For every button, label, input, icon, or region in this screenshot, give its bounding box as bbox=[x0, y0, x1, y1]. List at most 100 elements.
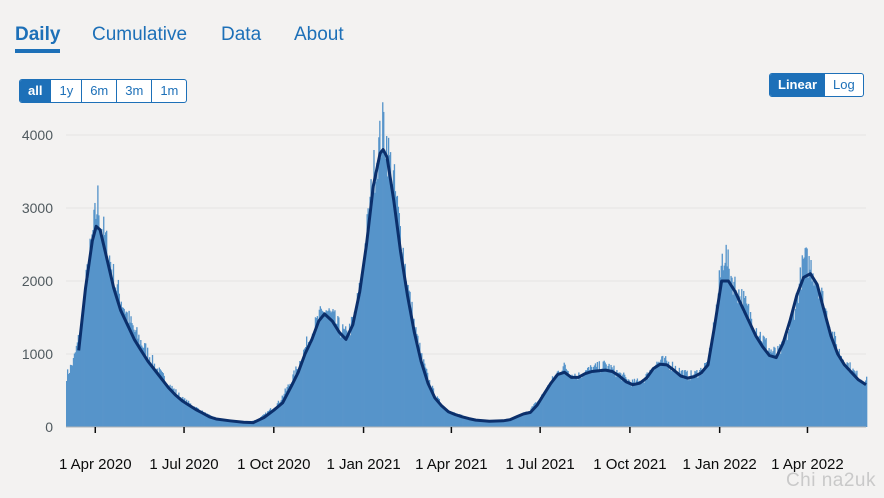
daily-bar bbox=[562, 366, 564, 427]
daily-bar bbox=[700, 367, 702, 427]
daily-bar bbox=[114, 287, 117, 427]
scale-log-button[interactable]: Log bbox=[833, 77, 855, 92]
range-1y-button[interactable]: 1y bbox=[51, 80, 83, 102]
daily-bar bbox=[402, 247, 404, 427]
daily-bar bbox=[85, 269, 87, 427]
daily-bar bbox=[358, 282, 361, 427]
daily-bar bbox=[768, 348, 770, 427]
daily-bar bbox=[386, 136, 388, 427]
daily-bar bbox=[747, 303, 750, 427]
daily-bar bbox=[515, 417, 518, 427]
daily-bar bbox=[399, 226, 401, 427]
daily-bar bbox=[521, 414, 523, 427]
daily-bar bbox=[628, 380, 631, 427]
daily-bar bbox=[551, 376, 554, 427]
x-tick-label: 1 Jan 2022 bbox=[683, 456, 757, 473]
scale-linear-button[interactable]: Linear bbox=[770, 74, 826, 96]
daily-bar bbox=[693, 374, 695, 427]
tab-cumulative[interactable]: Cumulative bbox=[92, 24, 188, 45]
daily-bar bbox=[293, 370, 295, 427]
daily-bar bbox=[855, 373, 857, 427]
daily-bar bbox=[339, 331, 341, 427]
range-all-button[interactable]: all bbox=[20, 80, 52, 102]
daily-bar bbox=[649, 369, 651, 427]
daily-bar bbox=[513, 416, 516, 427]
daily-bar bbox=[295, 366, 297, 427]
range-6m-button[interactable]: 6m bbox=[82, 80, 118, 102]
daily-bar bbox=[805, 247, 807, 427]
range-3m-button[interactable]: 3m bbox=[117, 80, 153, 102]
daily-bar bbox=[598, 361, 601, 427]
daily-bar bbox=[168, 388, 170, 427]
daily-bar bbox=[793, 319, 796, 427]
daily-bar bbox=[613, 365, 615, 427]
daily-bar bbox=[852, 368, 854, 427]
daily-bar bbox=[570, 378, 572, 427]
daily-bar bbox=[374, 192, 376, 427]
daily-bar bbox=[685, 372, 687, 427]
daily-bar bbox=[258, 419, 260, 427]
daily-bar bbox=[611, 367, 613, 427]
tab-about[interactable]: About bbox=[294, 24, 344, 45]
daily-bar bbox=[538, 400, 540, 427]
daily-bar bbox=[410, 311, 412, 427]
daily-bar bbox=[539, 399, 541, 427]
y-tick-label: 3000 bbox=[22, 200, 53, 216]
daily-bar bbox=[271, 409, 274, 427]
daily-bar bbox=[223, 419, 225, 427]
daily-bar bbox=[497, 419, 499, 427]
time-range-selector: all 1y 6m 3m 1m bbox=[19, 79, 188, 103]
range-1m-button[interactable]: 1m bbox=[160, 83, 179, 98]
daily-bar bbox=[673, 370, 676, 427]
daily-bar bbox=[641, 380, 643, 427]
daily-bar bbox=[537, 401, 539, 427]
daily-bar bbox=[549, 382, 552, 427]
tab-data[interactable]: Data bbox=[221, 24, 262, 45]
daily-bar bbox=[814, 280, 816, 427]
daily-bar bbox=[733, 281, 735, 427]
daily-bar bbox=[126, 312, 128, 427]
daily-bar bbox=[529, 411, 531, 427]
daily-bar bbox=[69, 364, 72, 427]
daily-bar bbox=[590, 366, 593, 427]
daily-bar bbox=[228, 419, 231, 427]
daily-bar bbox=[657, 362, 659, 427]
daily-bar bbox=[257, 419, 259, 427]
daily-bar bbox=[146, 356, 148, 427]
daily-bar bbox=[842, 359, 844, 427]
tab-daily[interactable]: Daily bbox=[15, 24, 61, 53]
daily-bar bbox=[67, 374, 70, 427]
daily-bar bbox=[107, 260, 110, 427]
daily-bar bbox=[226, 420, 228, 427]
daily-bar bbox=[587, 367, 590, 427]
daily-bar bbox=[663, 362, 665, 427]
daily-bar bbox=[645, 373, 647, 427]
daily-bar bbox=[701, 374, 703, 427]
daily-bar bbox=[288, 385, 290, 427]
daily-bar bbox=[264, 414, 266, 427]
daily-bar bbox=[503, 419, 505, 427]
daily-bar bbox=[712, 322, 715, 427]
daily-bar bbox=[835, 344, 838, 427]
daily-bar bbox=[326, 311, 328, 427]
daily-bar bbox=[142, 347, 144, 427]
daily-bar bbox=[152, 366, 155, 427]
daily-bar bbox=[106, 230, 108, 427]
daily-bar bbox=[150, 365, 153, 427]
daily-bar bbox=[738, 289, 740, 427]
daily-bar bbox=[217, 418, 219, 427]
x-tick-label: 1 Apr 2020 bbox=[59, 456, 132, 473]
daily-bar bbox=[332, 309, 334, 427]
daily-bar bbox=[261, 416, 263, 427]
daily-bar bbox=[571, 374, 573, 427]
daily-bar bbox=[343, 328, 345, 427]
daily-bar bbox=[495, 421, 497, 427]
daily-bar bbox=[708, 347, 711, 427]
daily-bar bbox=[314, 317, 317, 427]
daily-bar bbox=[136, 327, 138, 427]
daily-bar bbox=[123, 308, 125, 427]
daily-bar bbox=[386, 176, 389, 427]
daily-bar bbox=[474, 420, 477, 427]
daily-bar bbox=[742, 311, 744, 427]
daily-bar bbox=[74, 352, 77, 427]
